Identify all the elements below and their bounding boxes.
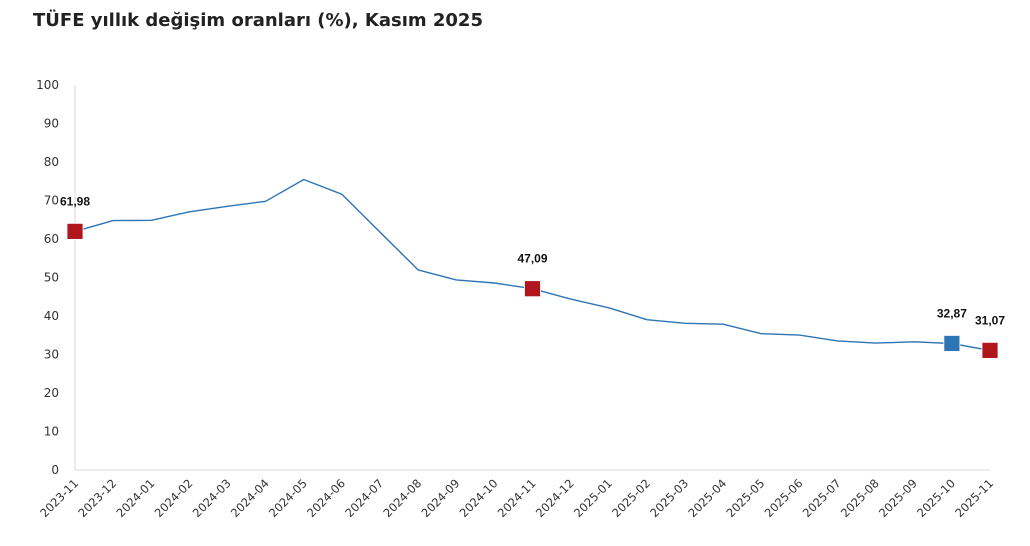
x-tick-label: 2023-12: [75, 476, 119, 520]
chart-title: TÜFE yıllık değişim oranları (%), Kasım …: [33, 10, 483, 31]
y-tick-label: 40: [44, 309, 59, 323]
plot-area: 61,98 47,09 32,87 31,07: [60, 178, 1005, 359]
x-tick-label: 2025-04: [685, 476, 729, 520]
data-point-marker: [943, 335, 961, 352]
x-tick-label: 2025-09: [876, 476, 920, 520]
x-axis: 2023-112023-122024-012024-022024-032024-…: [37, 469, 996, 520]
y-tick-label: 30: [44, 348, 59, 362]
x-tick-label: 2025-06: [762, 476, 806, 520]
data-point-marker: [66, 222, 84, 240]
x-tick-label: 2025-05: [723, 476, 767, 520]
data-point-marker: [981, 341, 999, 359]
x-tick-label: 2024-09: [418, 476, 462, 520]
x-tick-label: 2024-04: [228, 476, 272, 520]
y-tick-label: 0: [51, 463, 59, 477]
x-tick-label: 2025-03: [647, 476, 691, 520]
data-label: 47,09: [517, 252, 547, 266]
x-tick-label: 2025-08: [838, 476, 882, 520]
y-tick-label: 50: [44, 271, 59, 285]
y-tick-label: 20: [44, 386, 59, 400]
x-tick-label: 2024-08: [380, 476, 424, 520]
x-tick-label: 2025-07: [800, 476, 844, 520]
y-tick-label: 60: [44, 232, 59, 246]
x-tick-label: 2024-05: [266, 476, 310, 520]
x-tick-label: 2024-06: [304, 476, 348, 520]
x-tick-label: 2024-10: [457, 476, 501, 520]
x-tick-label: 2025-10: [914, 476, 958, 520]
x-tick-label: 2024-11: [495, 476, 539, 520]
x-tick-label: 2025-02: [609, 476, 653, 520]
data-label: 61,98: [60, 194, 90, 208]
y-tick-label: 100: [36, 78, 59, 92]
x-tick-label: 2024-12: [533, 476, 577, 520]
x-tick-label: 2025-11: [952, 476, 996, 520]
x-tick-label: 2024-02: [152, 476, 196, 520]
y-tick-label: 90: [44, 117, 59, 131]
data-label: 31,07: [975, 313, 1005, 327]
y-tick-label: 70: [44, 194, 59, 208]
x-tick-label: 2024-01: [113, 476, 157, 520]
y-tick-label: 80: [44, 155, 59, 169]
x-tick-label: 2023-11: [37, 476, 81, 520]
x-tick-label: 2024-07: [342, 476, 386, 520]
y-tick-label: 10: [44, 425, 59, 439]
data-label: 32,87: [937, 306, 967, 320]
x-tick-label: 2025-01: [571, 476, 615, 520]
y-axis: 0 10 20 30 40 50 60 70 80 90 100: [36, 78, 76, 477]
data-point-marker: [524, 280, 541, 298]
x-tick-label: 2024-03: [190, 476, 234, 520]
